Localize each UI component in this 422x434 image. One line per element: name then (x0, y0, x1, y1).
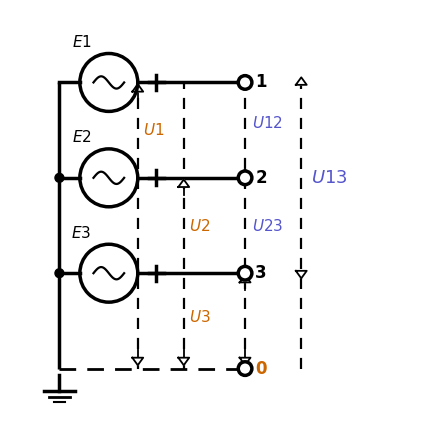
Text: $U3$: $U3$ (189, 309, 211, 326)
Text: 1: 1 (255, 73, 267, 92)
Text: $U12$: $U12$ (252, 115, 283, 132)
Polygon shape (240, 77, 251, 85)
Polygon shape (240, 271, 251, 278)
Polygon shape (133, 358, 143, 365)
Circle shape (238, 362, 252, 375)
Polygon shape (179, 358, 189, 365)
Text: 3: 3 (255, 264, 267, 282)
Text: $E1$: $E1$ (72, 34, 92, 50)
Text: 0: 0 (255, 360, 267, 378)
Text: $U2$: $U2$ (189, 217, 210, 233)
Polygon shape (296, 77, 307, 85)
Polygon shape (240, 358, 251, 365)
Circle shape (55, 269, 64, 278)
Text: $U13$: $U13$ (311, 169, 348, 187)
Circle shape (238, 76, 252, 89)
Polygon shape (133, 84, 143, 92)
Text: $E3$: $E3$ (71, 225, 92, 241)
Polygon shape (240, 175, 251, 183)
Text: $U1$: $U1$ (143, 122, 164, 138)
Polygon shape (240, 169, 251, 177)
Polygon shape (179, 180, 189, 187)
Circle shape (238, 266, 252, 280)
Circle shape (238, 171, 252, 184)
Polygon shape (240, 275, 251, 283)
Polygon shape (296, 271, 307, 278)
Circle shape (55, 174, 64, 182)
Text: 2: 2 (255, 169, 267, 187)
Text: $E2$: $E2$ (72, 129, 92, 145)
Text: $U23$: $U23$ (252, 217, 283, 233)
